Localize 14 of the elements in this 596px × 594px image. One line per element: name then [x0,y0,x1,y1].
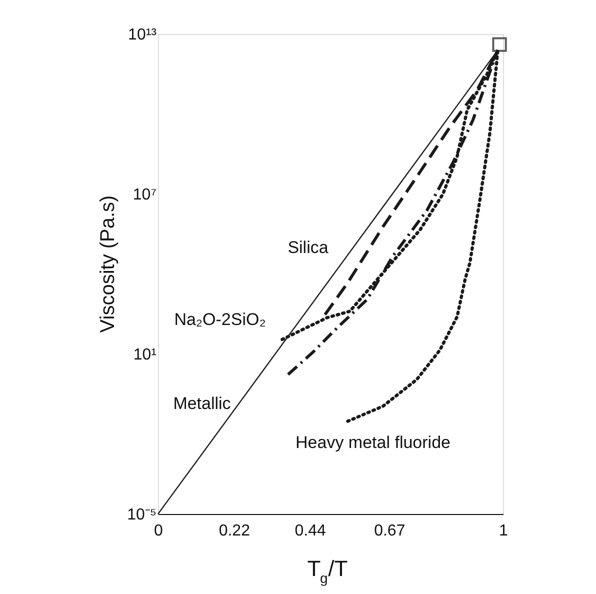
y-tick-label: 10¹³ [128,26,158,44]
annotation: Metallic [173,394,232,413]
x-tick-label: 0.67 [374,522,406,540]
x-tick-label: 0.22 [218,522,250,540]
x-tick-label: 0.44 [294,522,326,540]
y-tick-label: 10¹ [133,346,156,364]
y-tick-label: 10⁻⁵ [127,506,156,524]
x-tick-label: 1 [499,522,508,540]
y-tick-label: 10⁷ [132,186,157,204]
y-axis-title: Viscosity (Pa.s) [97,195,119,333]
annotation: Na₂O-2SiO₂ [174,310,266,329]
annotation: Heavy metal fluoride [296,433,450,452]
annotation: Silica [288,238,329,257]
x-tick-label: 0 [154,522,164,540]
